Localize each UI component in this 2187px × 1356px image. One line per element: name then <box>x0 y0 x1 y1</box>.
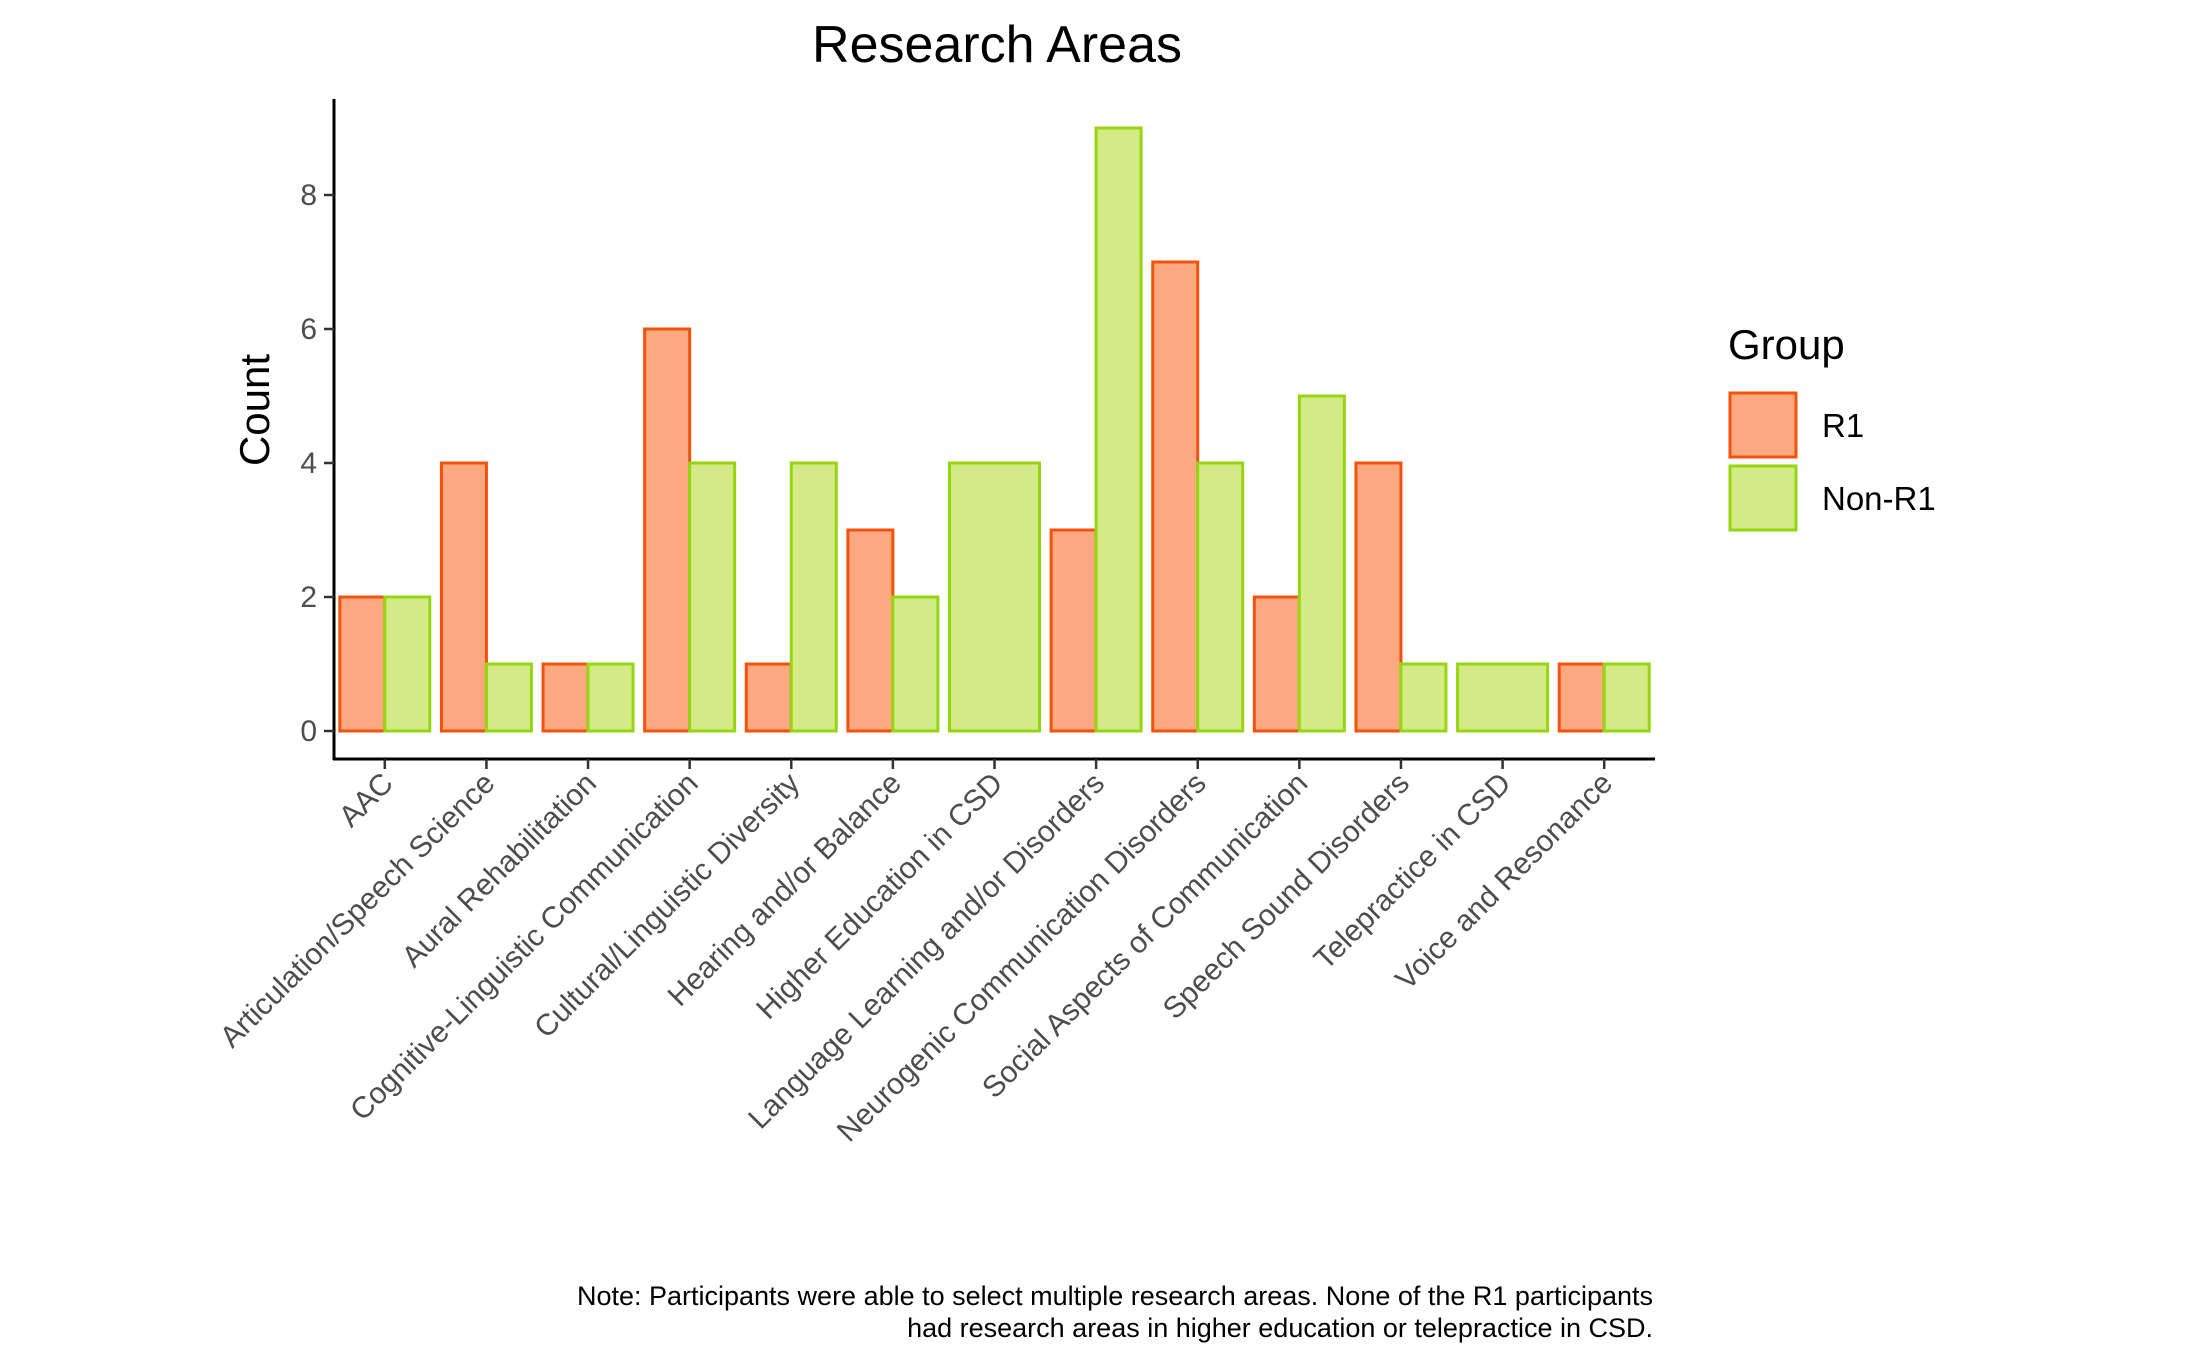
bar-non-r1-7 <box>948 461 1041 733</box>
bar-non-r1-4 <box>688 461 737 733</box>
bar-r1-9 <box>1151 260 1200 733</box>
bar-r1-10 <box>1252 595 1301 733</box>
bar-r1-11 <box>1354 461 1403 733</box>
bar-r1-1 <box>338 595 387 733</box>
legend-key-non-r1 <box>1728 464 1798 532</box>
bar-r1-13 <box>1557 662 1606 733</box>
legend-label-r1: R1 <box>1822 407 1864 444</box>
x-tick-label-9: Neurogenic Communication Disorders <box>831 767 1213 1149</box>
bar-r1-3 <box>541 662 590 733</box>
bar-r1-2 <box>439 461 488 733</box>
legend-title: Group <box>1728 321 1845 368</box>
legend-label-non-r1: Non-R1 <box>1822 480 1936 517</box>
chart-note-line-1: Note: Participants were able to select m… <box>577 1281 1653 1311</box>
bar-r1-6 <box>846 528 895 733</box>
y-tick-label-0: 0 <box>300 715 317 748</box>
bar-r1-4 <box>643 327 692 733</box>
y-tick-label-4: 4 <box>300 447 317 480</box>
y-axis-label: Count <box>231 354 278 466</box>
bar-non-r1-5 <box>789 461 838 733</box>
bar-non-r1-11 <box>1399 662 1448 733</box>
bar-non-r1-9 <box>1196 461 1245 733</box>
x-tick-label-1: AAC <box>333 767 400 834</box>
bar-non-r1-1 <box>383 595 432 733</box>
bar-non-r1-10 <box>1297 394 1346 733</box>
bar-r1-8 <box>1049 528 1098 733</box>
bar-non-r1-2 <box>484 662 533 733</box>
chart-note-line-2: had research areas in higher education o… <box>907 1313 1653 1343</box>
bar-r1-5 <box>744 662 793 733</box>
legend-key-r1 <box>1728 391 1798 459</box>
x-tick-label-8: Language Learning and/or Disorders <box>742 767 1111 1136</box>
bar-non-r1-13 <box>1602 662 1651 733</box>
bar-non-r1-8 <box>1094 126 1143 733</box>
y-tick-label-6: 6 <box>300 313 317 346</box>
bar-non-r1-12 <box>1456 662 1550 733</box>
x-tick-label-3: Aural Rehabilitation <box>396 767 603 974</box>
y-tick-label-2: 2 <box>300 581 317 614</box>
bar-non-r1-3 <box>586 662 635 733</box>
y-tick-label-8: 8 <box>300 179 317 212</box>
bar-non-r1-6 <box>891 595 940 733</box>
legend: Group R1 Non-R1 <box>1728 321 1936 532</box>
x-tick-label-12: Telepractice in CSD <box>1308 767 1518 977</box>
chart-title: Research Areas <box>812 16 1182 74</box>
